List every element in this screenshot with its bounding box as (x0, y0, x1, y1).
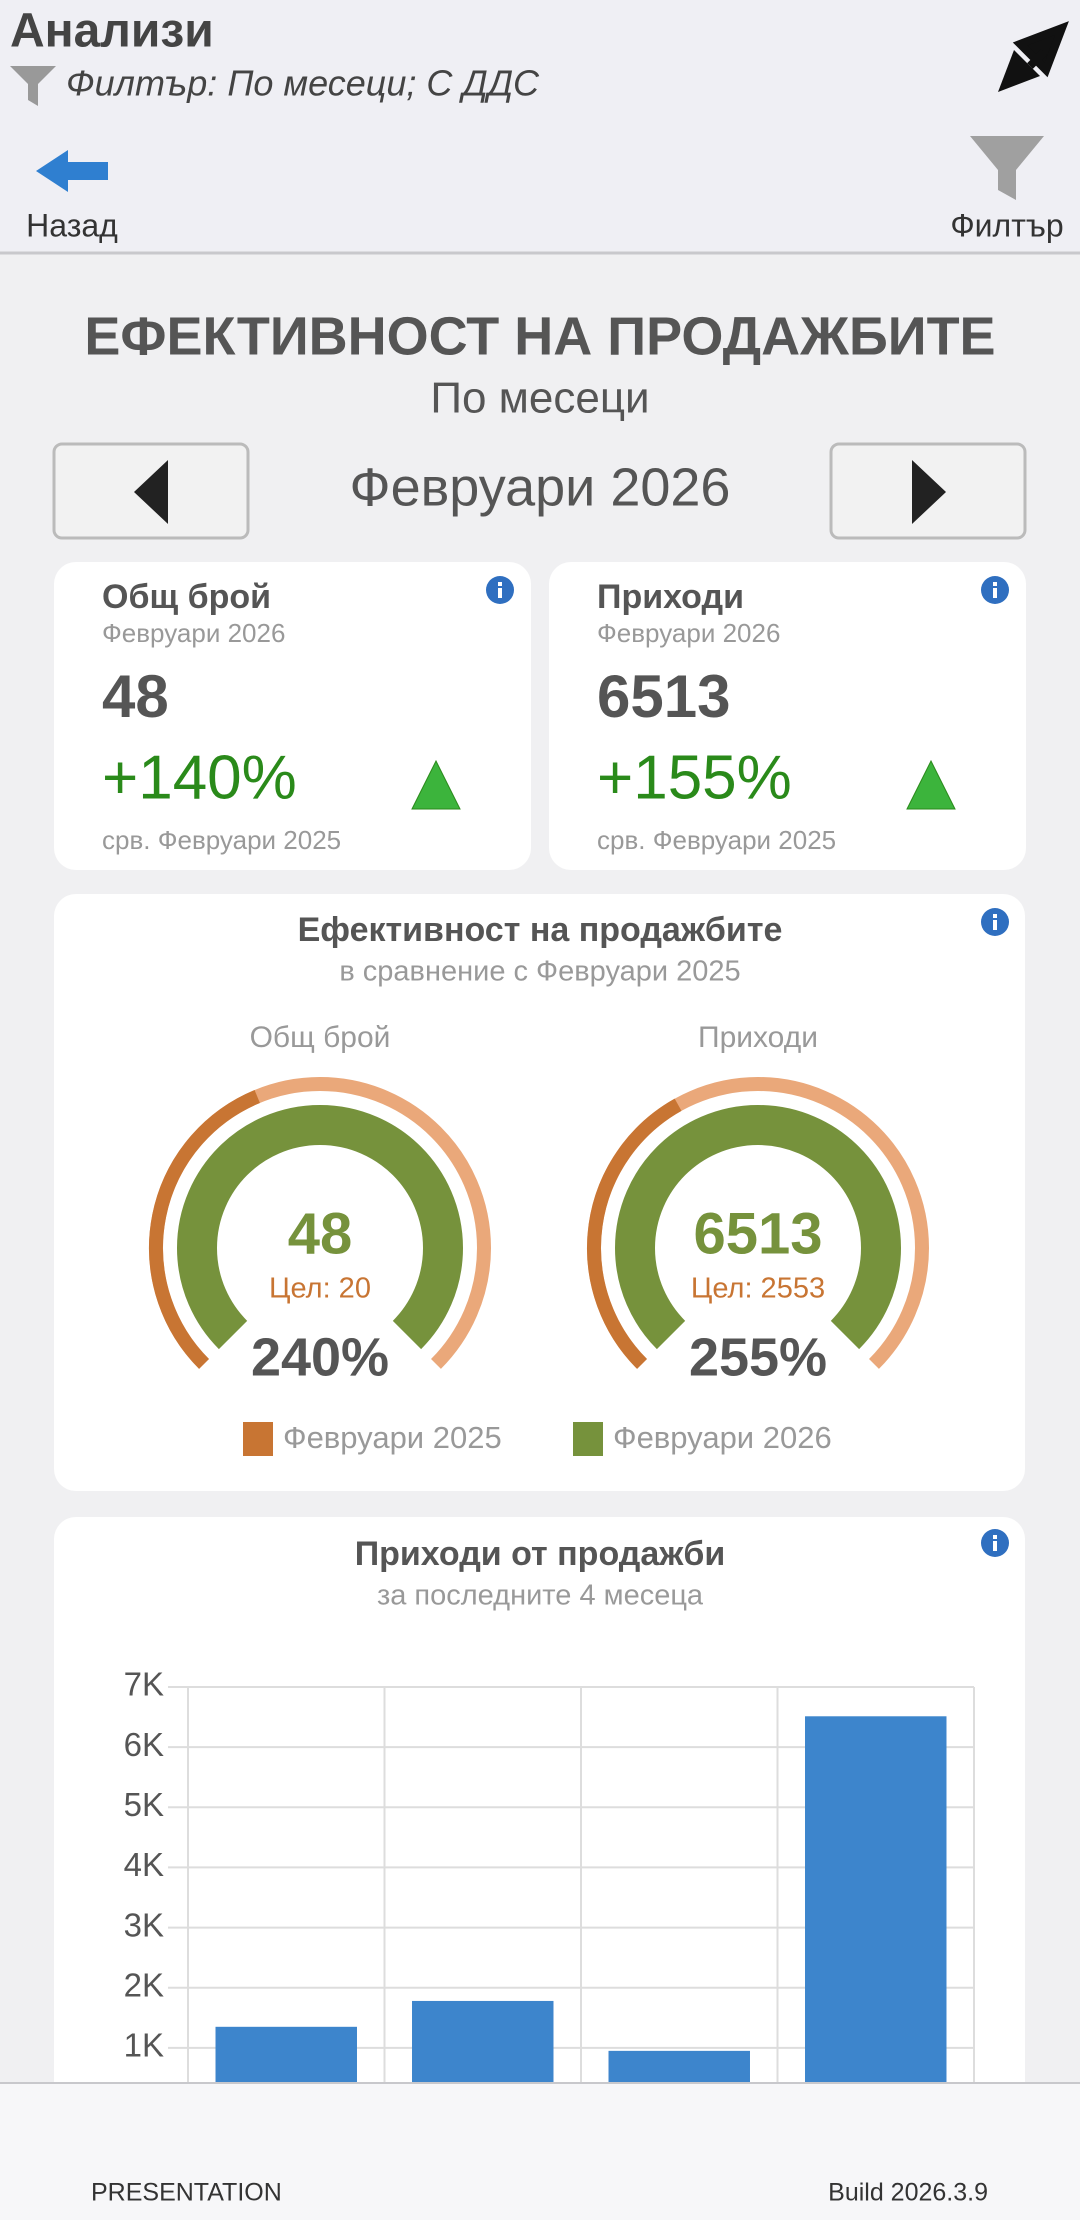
gauge-target-arc (149, 1090, 260, 1369)
gauge-label: Общ брой (250, 1021, 391, 1054)
kpi-change: +155% (597, 743, 792, 812)
info-icon-dot (993, 914, 997, 918)
gauge-percent: 255% (689, 1327, 827, 1387)
filter-label: Филтър (950, 207, 1063, 243)
gauge-value: 6513 (693, 1201, 822, 1266)
info-icon-bar (993, 1541, 997, 1551)
gauge-target: Цел: 20 (269, 1273, 371, 1305)
footer-right: Build 2026.3.9 (828, 2179, 988, 2207)
expand-button[interactable] (998, 21, 1069, 92)
y-tick-label: 4K (124, 1846, 164, 1883)
legend-swatch (573, 1422, 603, 1456)
info-icon-bar (993, 588, 997, 598)
gauge-subtitle: в сравнение с Февруари 2025 (339, 956, 740, 988)
gauge-label: Приходи (698, 1021, 818, 1054)
y-tick-label: 3K (124, 1906, 164, 1943)
next-button[interactable] (829, 442, 1027, 540)
y-tick-label: 6K (124, 1726, 164, 1763)
chart-title: Приходи от продажби (355, 1535, 726, 1573)
kpi-card (54, 562, 531, 870)
kpi-period: Февруари 2026 (597, 618, 780, 648)
filter-text: Филтър: По месеци; С ДДС (66, 63, 540, 104)
info-icon-dot (993, 582, 997, 586)
filter-icon (10, 66, 56, 106)
app-title: Анализи (10, 5, 214, 58)
page-title: ЕФЕКТИВНОСТ НА ПРОДАЖБИТЕ (84, 306, 995, 366)
kpi-value: 6513 (597, 663, 730, 730)
gauge-value: 48 (288, 1201, 353, 1266)
legend-label: Февруари 2025 (283, 1420, 502, 1455)
kpi-title: Общ брой (102, 578, 271, 616)
kpi-compare: срв. Февруари 2025 (597, 825, 836, 855)
gauge-card (54, 894, 1025, 1491)
footer (0, 2082, 1080, 2220)
y-tick-label: 1K (124, 2027, 164, 2064)
legend-swatch (243, 1422, 273, 1456)
back-label: Назад (26, 207, 118, 243)
y-tick-label: 5K (124, 1786, 164, 1823)
kpi-trend-up (906, 759, 956, 810)
back-button[interactable]: Назад (26, 150, 118, 243)
gauge-percent: 240% (251, 1327, 389, 1387)
kpi-title: Приходи (597, 578, 744, 616)
kpi-compare: срв. Февруари 2025 (102, 825, 341, 855)
gauge-target-arc (587, 1098, 682, 1369)
kpi-change: +140% (102, 743, 297, 812)
gauge-value-arc (615, 1105, 901, 1350)
info-icon-bar (993, 920, 997, 930)
legend-label: Февруари 2026 (613, 1420, 832, 1455)
chart-subtitle: за последните 4 месеца (377, 1580, 704, 1612)
period-label: Февруари 2026 (350, 457, 731, 517)
page-subtitle: По месеци (430, 374, 649, 423)
info-icon-bar (498, 588, 502, 598)
gauge-title: Ефективност на продажбите (298, 911, 783, 949)
header-bar (0, 0, 1080, 253)
bar (805, 1716, 947, 2108)
info-icon-dot (993, 1535, 997, 1539)
filter-button[interactable]: Филтър (950, 136, 1064, 243)
gauge-value-arc (177, 1105, 463, 1350)
info-icon-dot (498, 582, 502, 586)
kpi-value: 48 (102, 663, 169, 730)
gauge-target: Цел: 2553 (691, 1273, 825, 1305)
y-tick-label: 7K (124, 1666, 164, 1703)
kpi-card (549, 562, 1026, 870)
y-tick-label: 2K (124, 1966, 164, 2003)
prev-button[interactable] (52, 442, 250, 540)
footer-left: PRESENTATION (91, 2179, 282, 2207)
kpi-period: Февруари 2026 (102, 618, 285, 648)
kpi-trend-up (411, 759, 461, 810)
